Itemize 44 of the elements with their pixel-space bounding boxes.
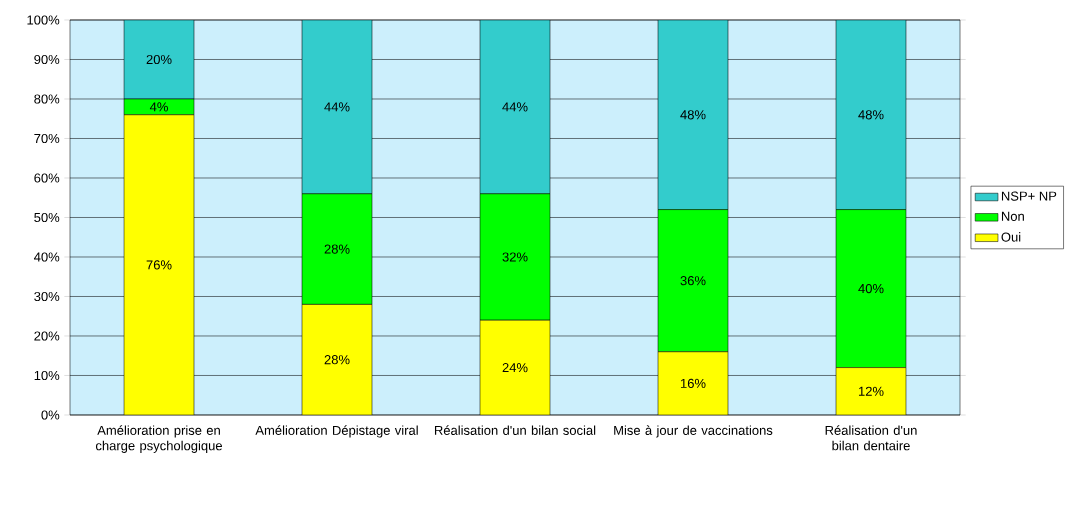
data-label: 28% xyxy=(324,244,350,254)
data-label: 28% xyxy=(324,355,350,365)
legend-label: Non xyxy=(1001,211,1024,221)
data-label: 44% xyxy=(324,102,350,112)
x-tick-label: Amélioration prise en charge psychologique xyxy=(95,425,222,453)
x-tick-label: Réalisation d'un bilan social xyxy=(434,425,596,435)
x-tick-label: Réalisation d'un bilan dentaire xyxy=(825,425,917,451)
bar xyxy=(123,19,195,100)
bar xyxy=(657,19,729,210)
bar xyxy=(835,19,907,210)
y-tick-label: 0% xyxy=(41,410,60,420)
bar xyxy=(835,367,907,415)
bar xyxy=(301,304,373,415)
data-label: 40% xyxy=(858,283,884,294)
legend-label: NSP+ NP xyxy=(1001,191,1057,201)
bar xyxy=(301,19,373,195)
data-label: 44% xyxy=(502,102,528,112)
bar xyxy=(657,351,729,415)
bar xyxy=(123,114,195,415)
data-label: 12% xyxy=(858,386,884,396)
y-tick-label: 20% xyxy=(34,331,60,341)
data-label: 32% xyxy=(502,252,528,262)
x-tick-label: Amélioration Dépistage viral xyxy=(255,425,418,438)
data-label: 4% xyxy=(149,102,168,112)
data-label: 76% xyxy=(146,260,172,270)
y-tick-label: 80% xyxy=(34,94,60,104)
bar xyxy=(479,319,551,415)
y-tick-label: 50% xyxy=(34,212,60,223)
y-tick-label: 40% xyxy=(34,252,60,262)
x-tick-label: Mise à jour de vaccinations xyxy=(614,425,773,438)
y-tick-label: 10% xyxy=(34,370,60,381)
y-tick-label: 70% xyxy=(34,133,60,144)
bar xyxy=(479,19,551,195)
data-label: 48% xyxy=(858,110,884,120)
data-label: 48% xyxy=(680,110,706,120)
y-tick-label: 90% xyxy=(34,54,60,65)
y-tick-label: 60% xyxy=(34,173,60,183)
data-label: 24% xyxy=(502,363,528,373)
data-label: 16% xyxy=(680,378,706,388)
y-tick-label: 30% xyxy=(34,291,60,302)
legend-label: Oui xyxy=(1001,232,1021,242)
data-label: 36% xyxy=(680,276,706,286)
data-label: 20% xyxy=(146,54,172,65)
y-tick-label: 100% xyxy=(27,15,60,25)
